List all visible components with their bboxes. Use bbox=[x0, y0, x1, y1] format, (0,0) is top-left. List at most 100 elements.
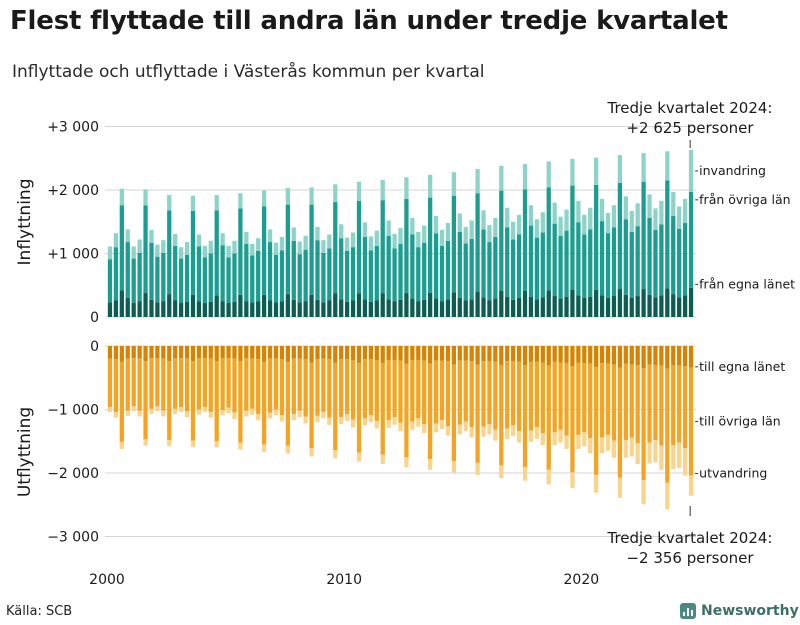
outflow-bar-segment bbox=[546, 365, 551, 470]
inflow-bar-segment bbox=[653, 297, 658, 317]
inflow-bar-segment bbox=[641, 289, 646, 317]
outflow-bar-segment bbox=[267, 346, 273, 359]
inflow-bar-segment bbox=[214, 295, 219, 317]
inflow-bar-segment bbox=[629, 297, 634, 317]
inflow-bar-segment bbox=[261, 294, 267, 317]
outflow-bar-segment bbox=[487, 361, 492, 425]
outflow-bar-segment bbox=[137, 358, 142, 411]
inflow-bar-segment bbox=[570, 289, 575, 317]
outflow-bar-segment bbox=[552, 346, 557, 362]
outflow-bar-segment bbox=[487, 424, 492, 435]
inflow-bar-segment bbox=[368, 301, 373, 317]
outflow-bar-segment bbox=[362, 418, 368, 426]
inflow-bar-segment bbox=[196, 246, 202, 302]
outflow-bar-segment bbox=[493, 429, 498, 441]
outflow-bar-segment bbox=[291, 346, 296, 359]
outflow-bar-segment bbox=[641, 368, 646, 480]
inflow-bar-segment bbox=[267, 242, 273, 301]
inflow-bar-segment bbox=[161, 252, 166, 302]
outflow-bar-segment bbox=[493, 346, 498, 362]
inflow-bar-segment bbox=[410, 234, 415, 299]
outflow-bar-segment bbox=[321, 412, 326, 419]
inflow-bar-segment bbox=[570, 158, 575, 186]
outflow-bar-segment bbox=[582, 432, 587, 447]
outflow-bar-segment bbox=[362, 359, 368, 419]
inflow-bar-segment bbox=[552, 202, 557, 224]
inflow-bar-segment bbox=[202, 245, 207, 258]
inflow-bar-segment bbox=[362, 236, 368, 300]
outflow-bar-segment bbox=[362, 346, 368, 360]
inflow-bar-segment bbox=[570, 185, 575, 290]
inflow-bar-segment bbox=[558, 298, 563, 317]
inflow-bar-segment bbox=[386, 299, 391, 317]
outflow-bar-segment bbox=[350, 359, 356, 420]
outflow-bar-segment bbox=[214, 441, 219, 448]
inflow-bar-segment bbox=[303, 235, 308, 250]
inflow-bar-segment bbox=[433, 216, 439, 234]
outflow-bar-segment bbox=[688, 346, 694, 368]
outflow-bar-segment bbox=[250, 408, 255, 415]
outflow-bar-segment bbox=[190, 440, 196, 447]
outflow-bar-segment bbox=[439, 420, 445, 430]
inflow-bar-segment bbox=[677, 206, 682, 229]
series-label: invandring bbox=[699, 163, 766, 178]
inflow-bar-segment bbox=[107, 302, 113, 317]
inflow-bar-segment bbox=[641, 153, 646, 182]
outflow-bar-segment bbox=[279, 415, 285, 422]
inflow-bar-segment bbox=[291, 240, 296, 300]
outflow-bar-segment bbox=[196, 346, 202, 359]
outflow-bar-segment bbox=[428, 363, 433, 460]
inflow-bar-segment bbox=[273, 242, 279, 255]
top-bars bbox=[107, 150, 694, 318]
outflow-bar-segment bbox=[238, 442, 243, 450]
outflow-bar-segment bbox=[570, 472, 575, 489]
outflow-bar-segment bbox=[178, 358, 184, 407]
outflow-bar-segment bbox=[682, 346, 688, 367]
outflow-bar-segment bbox=[653, 439, 658, 463]
brand-logo: Newsworthy bbox=[680, 600, 799, 622]
outflow-bar-segment bbox=[279, 359, 285, 416]
inflow-bar-segment bbox=[356, 181, 362, 201]
inflow-bar-segment bbox=[487, 242, 492, 301]
outflow-bar-segment bbox=[273, 346, 279, 359]
inflow-bar-segment bbox=[155, 256, 160, 303]
inflow-bar-segment bbox=[445, 240, 451, 300]
outflow-bar-segment bbox=[505, 361, 510, 429]
outflow-bar-segment bbox=[256, 359, 261, 414]
inflow-bar-segment bbox=[558, 216, 563, 236]
inflow-bar-segment bbox=[143, 292, 148, 317]
inflow-bar-segment bbox=[297, 254, 302, 303]
outflow-bar-segment bbox=[113, 346, 119, 360]
outflow-bar-segment bbox=[167, 361, 172, 440]
outflow-bar-segment bbox=[279, 346, 285, 360]
outflow-bar-segment bbox=[131, 406, 136, 412]
outflow-bar-segment bbox=[422, 346, 427, 361]
outflow-bar-segment bbox=[196, 358, 202, 410]
inflow-bar-segment bbox=[190, 210, 196, 295]
outflow-bar-segment bbox=[339, 359, 344, 418]
inflow-bar-segment bbox=[671, 294, 676, 317]
outflow-bar-segment bbox=[528, 430, 534, 442]
inflow-bar-segment bbox=[493, 217, 498, 237]
inflow-bar-segment bbox=[422, 242, 427, 300]
outflow-bar-segment bbox=[178, 346, 184, 359]
inflow-bar-segment bbox=[457, 213, 462, 232]
inflow-bar-segment bbox=[250, 255, 255, 303]
inflow-bar-segment bbox=[267, 300, 273, 317]
outflow-bar-segment bbox=[505, 428, 510, 440]
inflow-bar-segment bbox=[285, 204, 290, 295]
outflow-bar-segment bbox=[184, 358, 190, 412]
inflow-bar-segment bbox=[451, 172, 456, 196]
outflow-bar-segment bbox=[226, 346, 231, 359]
outflow-bar-segment bbox=[350, 419, 356, 428]
outflow-bar-segment bbox=[309, 346, 314, 363]
outflow-bar-segment bbox=[433, 346, 439, 361]
inflow-bar-segment bbox=[677, 228, 682, 298]
inflow-bar-segment bbox=[647, 294, 652, 317]
inflow-bar-segment bbox=[576, 222, 581, 296]
outflow-bar-segment bbox=[303, 416, 308, 424]
inflow-bar-segment bbox=[125, 242, 130, 298]
outflow-bar-segment bbox=[333, 362, 338, 451]
outflow-bar-segment bbox=[149, 408, 154, 414]
inflow-bar-segment bbox=[380, 179, 385, 201]
